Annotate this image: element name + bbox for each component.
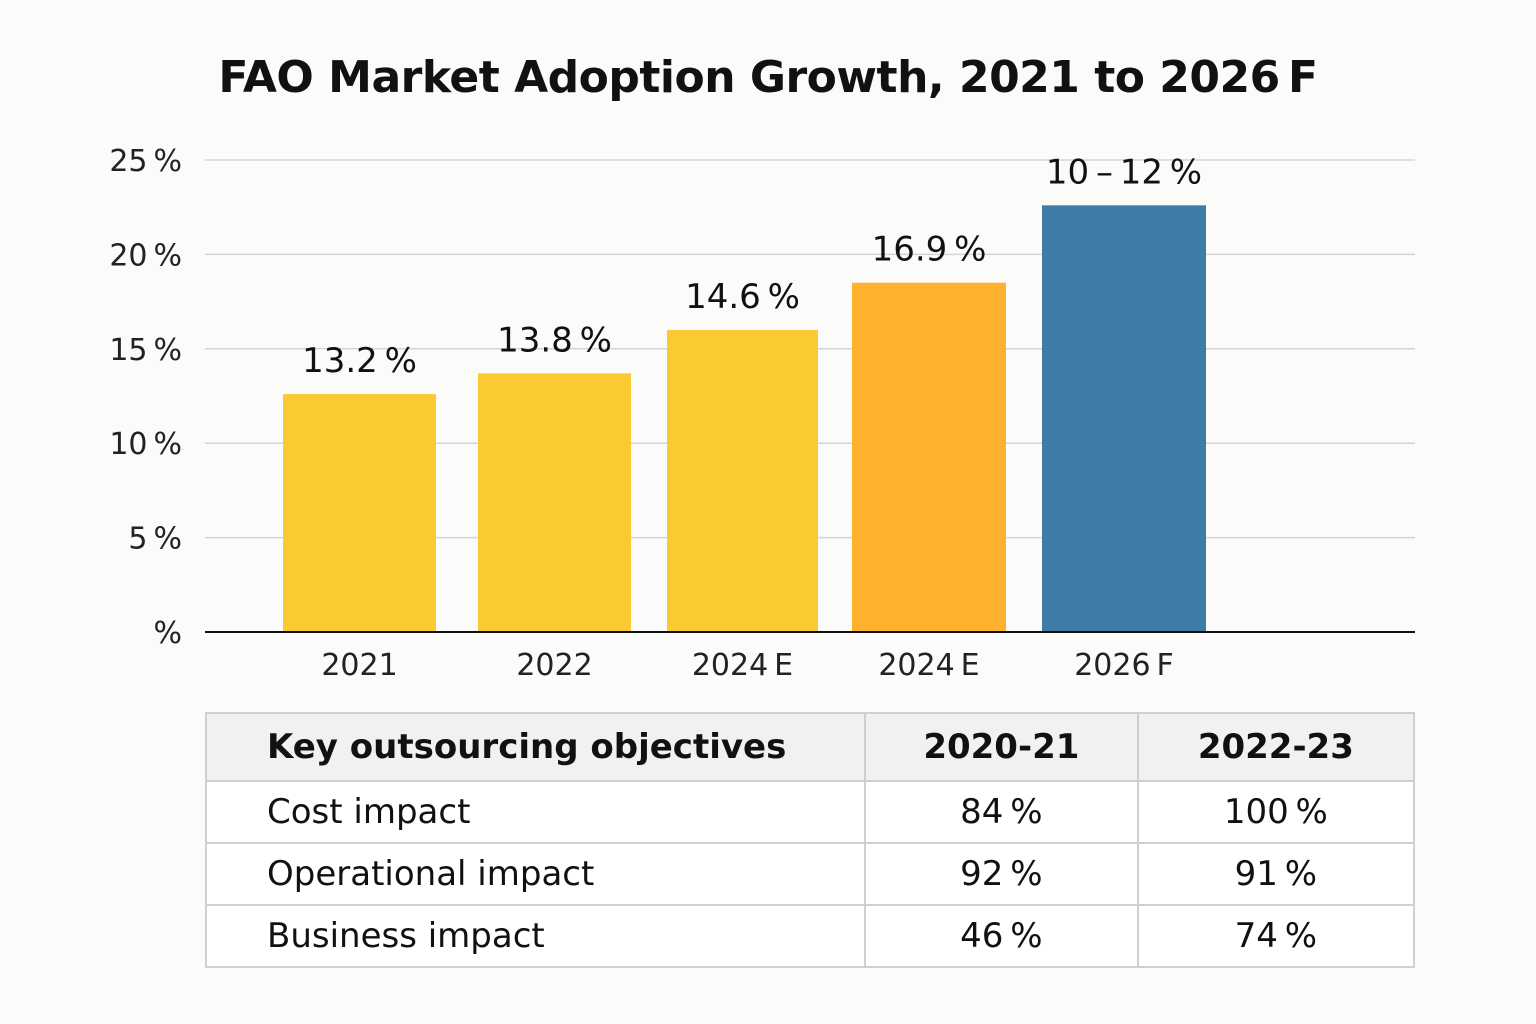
x-category-label: 2024 E bbox=[878, 648, 979, 683]
x-category-label: 2021 bbox=[321, 648, 397, 683]
x-axis-categories: 2021 2022 2024 E 2024 E 2026 F bbox=[321, 648, 1173, 683]
data-label: 10 – 12 % bbox=[1046, 152, 1202, 192]
header-2022-23: 2022-23 bbox=[1136, 712, 1416, 782]
data-labels: 13.2 % 13.8 % 14.6 % 16.9 % 10 – 12 % bbox=[302, 152, 1202, 381]
header-2020-21: 2020-21 bbox=[864, 712, 1139, 782]
x-category-label: 2022 bbox=[516, 648, 592, 683]
y-tick-label: 10 % bbox=[109, 427, 182, 462]
value-2020-21: 84 % bbox=[864, 780, 1139, 844]
bar bbox=[852, 282, 1006, 632]
table-row: Business impact 46 % 74 % bbox=[204, 904, 1416, 968]
header-objectives: Key outsourcing objectives bbox=[204, 712, 867, 782]
bar bbox=[667, 329, 818, 632]
bar bbox=[283, 394, 436, 632]
bar bbox=[1042, 205, 1206, 632]
y-tick-label: 20 % bbox=[109, 238, 182, 273]
x-category-label: 2024 E bbox=[692, 648, 793, 683]
table-row: Cost impact 84 % 100 % bbox=[204, 780, 1416, 844]
chart-title: FAO Market Adoption Growth, 2021 to 2026… bbox=[218, 52, 1318, 103]
y-axis-ticks: % 5 % 10 % 15 % 20 % 25 % bbox=[109, 144, 182, 651]
value-2022-23: 100 % bbox=[1136, 780, 1416, 844]
objective-cell: Business impact bbox=[204, 904, 867, 968]
data-label: 13.2 % bbox=[302, 341, 417, 381]
y-tick-label: 5 % bbox=[128, 522, 182, 557]
bar-chart: 13.2 % 13.8 % 14.6 % 16.9 % 10 – 12 % % 5 % 10… bbox=[109, 144, 1415, 683]
y-tick-label: % bbox=[153, 616, 182, 651]
objectives-table: Key outsourcing objectives 2020-21 2022-… bbox=[204, 712, 1416, 968]
objective-cell: Operational impact bbox=[204, 842, 867, 906]
data-label: 13.8 % bbox=[497, 320, 612, 360]
y-tick-label: 15 % bbox=[109, 333, 182, 368]
table-row: Operational impact 92 % 91 % bbox=[204, 842, 1416, 906]
data-label: 14.6 % bbox=[685, 277, 800, 317]
value-2020-21: 46 % bbox=[864, 904, 1139, 968]
x-category-label: 2026 F bbox=[1074, 648, 1174, 683]
y-tick-label: 25 % bbox=[109, 144, 182, 179]
value-2022-23: 74 % bbox=[1136, 904, 1416, 968]
bars bbox=[283, 205, 1206, 632]
table-header-row: Key outsourcing objectives 2020-21 2022-… bbox=[204, 712, 1416, 782]
data-label: 16.9 % bbox=[872, 230, 987, 270]
bar bbox=[478, 373, 631, 632]
value-2022-23: 91 % bbox=[1136, 842, 1416, 906]
value-2020-21: 92 % bbox=[864, 842, 1139, 906]
objective-cell: Cost impact bbox=[204, 780, 867, 844]
